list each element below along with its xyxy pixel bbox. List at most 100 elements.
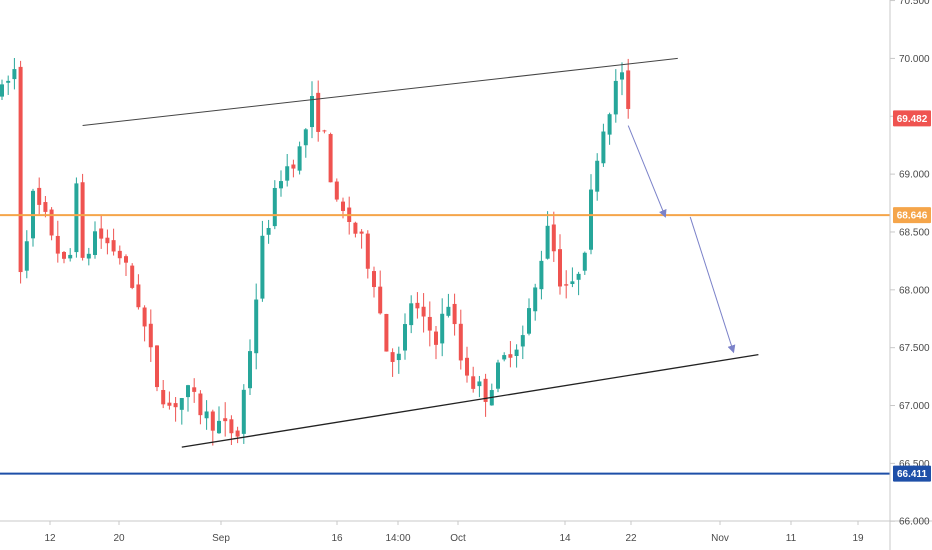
level-badge-orange [893,207,931,224]
candle-body [55,235,60,254]
candle-body [297,146,302,171]
candle-body [155,345,159,388]
candle-body [316,92,321,132]
candle-body [582,252,587,271]
candle-body [74,183,79,253]
candle-body [496,362,500,389]
candle-body [210,411,215,431]
overlays [0,57,890,475]
y-tick-label: 66.000 [899,517,930,528]
x-axis: 12 20 Sep 16 14:00 Oct 14 22 Nov 11 19 [44,521,864,544]
candle-body [204,411,209,419]
candle-body [595,160,600,192]
candle-body [291,164,296,169]
candle-body [471,376,476,389]
candle-body [514,349,519,357]
x-tick-label: 20 [113,533,125,544]
candle-body [322,130,327,132]
candle-body [415,302,420,309]
candle-body [161,389,166,405]
candle-body [148,323,153,348]
candle-body [49,209,54,236]
candle-body [43,202,48,212]
candles [0,58,631,446]
candle-body [520,335,525,347]
candle-body [248,351,252,389]
channel-lower-line [181,353,759,448]
candle-body [465,357,469,376]
candle-body [607,114,612,135]
candle-body [285,166,290,181]
candle-body [434,331,438,345]
candle-body [620,72,624,80]
plot-area [0,0,890,521]
candle-body [260,235,265,299]
y-tick-label: 67.000 [899,401,930,412]
candle-body [142,307,147,327]
candle-body [365,233,370,269]
candle-body [310,96,314,128]
candle-body [68,254,73,259]
candle-body [192,387,197,392]
candle-body [570,281,575,285]
candle-body [303,129,308,146]
candle-body [111,240,116,252]
y-tick-label: 68.000 [899,285,930,296]
x-tick-label: 22 [625,533,637,544]
current-price-badge-text: 69.482 [897,114,928,125]
current-price-badge [893,110,931,127]
candle-body [254,299,259,354]
candle-body [0,84,4,97]
channel-upper-line [82,57,678,127]
candle-body [384,313,389,352]
candle-body [403,324,407,351]
x-tick-label: 14:00 [385,533,410,544]
candle-body [124,256,128,263]
candle-body [186,385,190,398]
x-tick-label: 14 [559,533,571,544]
y-tick-label: 70.000 [899,54,930,65]
candle-body [272,187,277,227]
candle-body [626,70,631,109]
candle-body [427,316,432,331]
candle-body [483,378,488,402]
y-tick-label: 67.500 [899,343,930,354]
x-tick-label: Nov [711,533,729,544]
candle-body [173,403,178,408]
candle-body [613,80,618,115]
candle-body [446,306,451,316]
candle-body [527,308,531,334]
candle-body [266,227,271,235]
candle-body [136,284,141,308]
x-tick-label: Sep [212,533,230,544]
x-tick-label: 19 [852,533,864,544]
y-tick-label: 68.500 [899,227,930,238]
x-tick-label: 12 [44,533,56,544]
candle-body [117,250,122,259]
candle-body [558,249,562,287]
candle-body [452,303,457,325]
candle-body [341,201,345,211]
projection-arrow-1 [627,125,667,218]
candle-body [105,237,110,244]
candle-body [378,286,383,314]
candle-body [328,134,333,183]
x-tick-label: Oct [450,533,466,544]
price-badges: 69.482 68.646 66.411 [893,110,931,482]
level-badge-blue-text: 66.411 [897,469,927,480]
candle-body [502,355,507,360]
candle-body [12,69,17,80]
projection-arrow-2 [689,216,736,354]
candle-body [396,353,401,361]
candle-body [37,187,42,205]
candle-body [24,241,29,271]
level-badge-orange-text: 68.646 [897,211,928,222]
candle-body [334,181,339,200]
candle-body [62,252,66,259]
candle-body [80,182,85,258]
candle-body [551,224,556,252]
y-axis: 70.50070.00069.50069.00068.50068.00067.5… [890,0,930,528]
x-tick-label: 11 [786,533,797,544]
candle-body [440,313,445,344]
